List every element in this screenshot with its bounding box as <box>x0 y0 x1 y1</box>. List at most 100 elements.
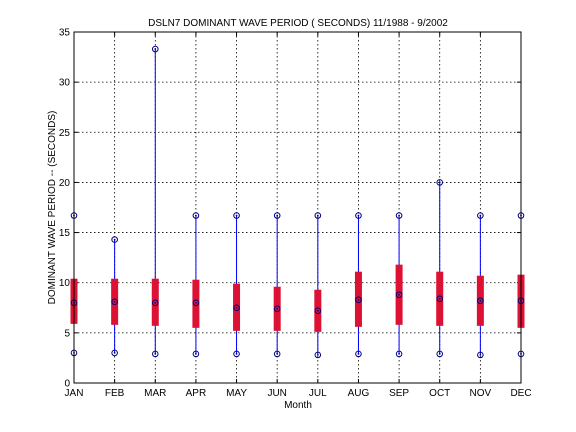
y-tick-label: 20 <box>59 178 71 189</box>
median-marker <box>436 295 444 303</box>
max-marker-dot <box>398 214 400 217</box>
box-aug <box>354 212 362 358</box>
box-may <box>233 212 241 358</box>
x-tick-label: FEB <box>105 388 125 399</box>
y-tick-label: 30 <box>59 78 71 89</box>
grid <box>74 32 521 383</box>
median-marker <box>355 296 362 304</box>
min-marker-dot <box>479 354 482 356</box>
min-marker <box>314 351 322 359</box>
x-tick-label: JAN <box>65 388 84 399</box>
y-axis-ticks: 0 5 10 15 20 25 30 35 <box>59 28 521 390</box>
min-marker <box>111 349 118 357</box>
min-marker-dot <box>113 352 116 354</box>
median-marker-dot <box>357 298 360 301</box>
box-sep <box>395 212 403 358</box>
min-marker <box>192 350 200 358</box>
median-marker <box>111 298 118 306</box>
x-tick-label: NOV <box>470 388 492 399</box>
median-marker-dot <box>195 301 197 304</box>
x-tick-label: AUG <box>348 388 370 399</box>
median-marker <box>314 307 322 315</box>
max-marker-dot <box>316 214 319 217</box>
y-tick-label: 10 <box>59 278 71 289</box>
min-marker <box>395 350 403 358</box>
y-axis-label: DOMINANT WAVE PERIOD -- (SECONDS) <box>47 111 58 305</box>
max-marker-dot <box>235 214 238 217</box>
min-marker <box>477 351 484 359</box>
max-marker <box>192 212 200 219</box>
min-marker-dot <box>398 353 400 355</box>
x-tick-label: SEP <box>389 388 409 399</box>
iqr-box <box>192 279 200 328</box>
x-tick-label: MAY <box>226 388 247 399</box>
box-nov <box>476 212 484 359</box>
max-marker <box>436 179 444 186</box>
max-marker-dot <box>276 214 279 217</box>
x-tick-label: JUN <box>267 388 286 399</box>
box-jun <box>273 212 281 358</box>
max-marker-dot <box>438 181 441 184</box>
max-marker-dot <box>154 48 157 50</box>
min-marker-dot <box>154 353 157 355</box>
x-axis-ticks: JAN FEB MAR APR MAY JUN JUL AUG SEP OCT NOV DEC <box>65 32 532 399</box>
chart-title: DSLN7 DOMINANT WAVE PERIOD ( SECONDS) 11… <box>148 18 448 29</box>
min-marker-dot <box>438 353 441 355</box>
max-marker <box>477 212 484 219</box>
x-tick-label: APR <box>186 388 207 399</box>
y-tick-label: 0 <box>64 379 70 390</box>
median-marker-dot <box>438 297 441 300</box>
median-marker <box>477 297 484 305</box>
min-marker-dot <box>316 354 319 356</box>
y-tick-label: 35 <box>59 28 71 39</box>
median-marker-dot <box>235 306 238 309</box>
min-marker <box>273 350 281 358</box>
median-marker <box>151 299 159 307</box>
y-tick-label: 5 <box>64 328 70 339</box>
max-marker-dot <box>195 214 197 217</box>
box-feb <box>111 236 119 357</box>
min-marker-dot <box>357 353 360 355</box>
plot-frame <box>73 31 522 384</box>
max-marker <box>111 236 118 243</box>
boxes <box>70 45 525 359</box>
median-marker <box>233 304 240 312</box>
min-marker <box>233 350 240 358</box>
median-marker-dot <box>316 309 319 312</box>
min-marker <box>436 350 444 358</box>
min-marker <box>151 350 159 358</box>
max-marker <box>355 212 362 219</box>
max-marker-dot <box>113 238 116 241</box>
min-marker-dot <box>195 353 197 355</box>
max-marker-dot <box>357 214 360 217</box>
median-marker <box>395 291 403 299</box>
max-marker <box>395 212 403 219</box>
max-marker-dot <box>479 214 482 217</box>
median-marker-dot <box>398 293 400 296</box>
median-marker-dot <box>479 299 482 302</box>
median-marker <box>192 299 200 307</box>
box-apr <box>192 212 200 358</box>
y-tick-label: 15 <box>59 228 71 239</box>
max-marker <box>151 45 159 53</box>
x-tick-label: OCT <box>429 388 450 399</box>
max-marker <box>314 212 322 219</box>
box-jul <box>314 212 322 359</box>
min-marker-dot <box>235 353 238 355</box>
max-marker <box>273 212 281 219</box>
min-marker <box>355 350 362 358</box>
median-marker-dot <box>154 301 157 304</box>
box-oct <box>436 179 444 358</box>
max-marker <box>233 212 240 219</box>
box-mar <box>151 45 159 358</box>
x-tick-label: JUL <box>309 388 327 399</box>
x-tick-label: DEC <box>510 388 531 399</box>
y-tick-label: 25 <box>59 128 71 139</box>
median-marker-dot <box>113 300 116 303</box>
min-marker-dot <box>276 353 279 355</box>
median-marker <box>273 305 281 313</box>
x-tick-label: MAR <box>144 388 166 399</box>
x-axis-label: Month <box>284 400 312 411</box>
median-marker-dot <box>276 307 279 310</box>
